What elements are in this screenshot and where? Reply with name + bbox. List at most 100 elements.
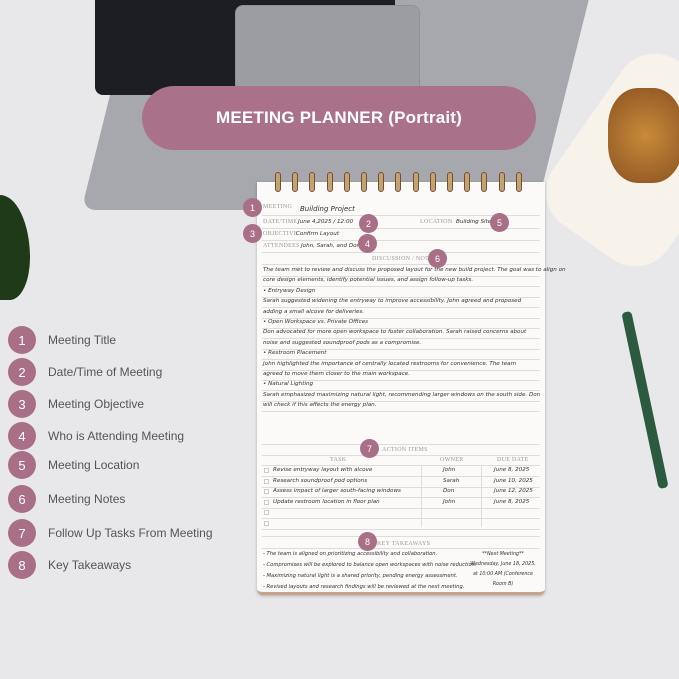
legend-label: Meeting Location (48, 458, 140, 472)
legend-label: Meeting Notes (48, 492, 126, 506)
marker-2: 2 (359, 214, 378, 233)
ruled-line (262, 507, 540, 509)
takeaway-line: - Maximizing natural light is a shared p… (263, 573, 458, 579)
next-meeting-line: at 10:00 AM (Conference (472, 572, 534, 577)
ruled-line (262, 390, 540, 392)
spiral-ring (412, 172, 419, 192)
note-line: agreed to move them closer to the main w… (263, 371, 411, 377)
note-line: noise and suggested soundproof pods as a… (263, 339, 422, 346)
ruled-line (262, 518, 540, 520)
note-line: • Natural Lighting (263, 381, 314, 388)
ruled-line (262, 476, 540, 477)
takeaway-line: - Compromises will be explored to balanc… (263, 562, 477, 568)
spiral-ring (292, 172, 299, 192)
legend-label: Follow Up Tasks From Meeting (48, 526, 213, 540)
ruled-line (262, 296, 540, 298)
note-line: • Open Workspace vs. Private Offices (263, 319, 369, 325)
legend-number: 2 (8, 358, 36, 386)
note-line: will check if this affects the energy pl… (263, 402, 377, 409)
attendees-value: John, Sarah, and Don (301, 243, 361, 249)
legend-label: Meeting Title (48, 333, 117, 347)
note-line: Don advocated for more open workspace to… (263, 329, 527, 336)
legend-number: 3 (8, 390, 36, 418)
action-items-heading: ACTION ITEMS (382, 447, 428, 453)
legend-item: 4 Who is Attending Meeting (8, 422, 184, 450)
ruled-line (262, 486, 540, 488)
next-meeting-line: Wednesday, June 18, 2025, (470, 562, 536, 567)
ruled-line (262, 411, 540, 413)
legend-item: 1 Meeting Title (8, 326, 116, 354)
task-checkbox[interactable] (264, 468, 269, 473)
spiral-ring (429, 172, 436, 192)
spiral-ring (498, 172, 505, 192)
marker-8: 8 (358, 532, 377, 551)
objective-value: Confirm Layout (296, 231, 340, 237)
paper-clips-bowl (608, 88, 679, 183)
legend-number: 5 (8, 451, 36, 479)
action-due: June 10, 2025 (494, 477, 533, 484)
spiral-ring (481, 172, 488, 192)
ruled-line (262, 400, 540, 402)
legend-number: 6 (8, 485, 36, 513)
task-checkbox[interactable] (264, 510, 269, 516)
ruled-line (262, 380, 540, 381)
objective-label: OBJECTIVE (263, 231, 298, 237)
ruled-line (262, 328, 540, 329)
ruled-line (262, 307, 540, 309)
datetime-value: June 4,2025 / 12:00 (298, 219, 354, 225)
meeting-planner-notepad (257, 182, 545, 595)
plant (0, 195, 30, 300)
legend-item: 3 Meeting Objective (8, 390, 144, 418)
location-value: Building Site (456, 219, 492, 225)
legend-number: 7 (8, 519, 36, 547)
spiral-ring (309, 172, 316, 192)
next-meeting-line: **Next Meeting** (482, 552, 524, 557)
marker-7: 7 (360, 439, 379, 458)
legend-item: 5 Meeting Location (8, 451, 139, 479)
action-due: June 8, 2025 (494, 467, 530, 473)
marker-3: 3 (243, 224, 262, 243)
task-checkbox[interactable] (264, 478, 269, 484)
spiral-ring (395, 172, 402, 192)
marker-6: 6 (428, 249, 447, 268)
spiral-ring (326, 172, 333, 192)
pen (621, 310, 669, 490)
takeaway-line: - The team is aligned on prioritizing ac… (263, 551, 438, 557)
ruled-line (262, 286, 540, 288)
meeting-label: MEETING (263, 204, 293, 210)
takeaways-heading: KEY TAKEAWAYS (377, 541, 431, 547)
note-line: adding a small alcove for deliveries. (263, 308, 365, 315)
action-owner: Sarah (443, 477, 460, 484)
task-checkbox[interactable] (264, 499, 269, 505)
col-owner: OWNER (440, 457, 464, 463)
marker-5: 5 (490, 213, 509, 232)
note-line: Sarah emphasized maximizing natural ligh… (263, 391, 541, 398)
note-line: • Entryway Design (263, 287, 316, 294)
action-task: Revise entryway layout with alcove (273, 467, 373, 473)
legend-item: 2 Date/Time of Meeting (8, 358, 162, 386)
ruled-line (262, 338, 540, 340)
note-line: Sarah suggested widening the entryway to… (263, 298, 522, 305)
action-due: June 8, 2025 (494, 498, 530, 505)
col-task: TASK (330, 457, 347, 463)
note-line: John highlighted the importance of centr… (263, 360, 517, 367)
legend-number: 4 (8, 422, 36, 450)
spiral-ring (447, 172, 453, 192)
notes-heading: DISCUSSION / NOTES (372, 256, 437, 262)
title-banner: MEETING PLANNER (Portrait) (142, 86, 536, 150)
takeaway-line: - Revised layouts and research findings … (263, 584, 465, 590)
task-checkbox[interactable] (264, 521, 269, 526)
ruled-line (262, 317, 540, 319)
spiral-ring (275, 172, 281, 192)
legend-label: Who is Attending Meeting (48, 429, 185, 443)
action-due: June 12, 2025 (494, 488, 533, 495)
legend-item: 6 Meeting Notes (8, 485, 125, 513)
spiral-ring (343, 172, 350, 192)
note-line: • Restroom Placement (263, 350, 327, 357)
task-checkbox[interactable] (264, 489, 269, 495)
ruled-line (262, 348, 540, 350)
datetime-label: DATE/TIME (263, 219, 298, 225)
col-due-date: DUE DATE (497, 457, 529, 463)
legend-number: 1 (8, 326, 36, 354)
spiral-ring (361, 172, 367, 192)
